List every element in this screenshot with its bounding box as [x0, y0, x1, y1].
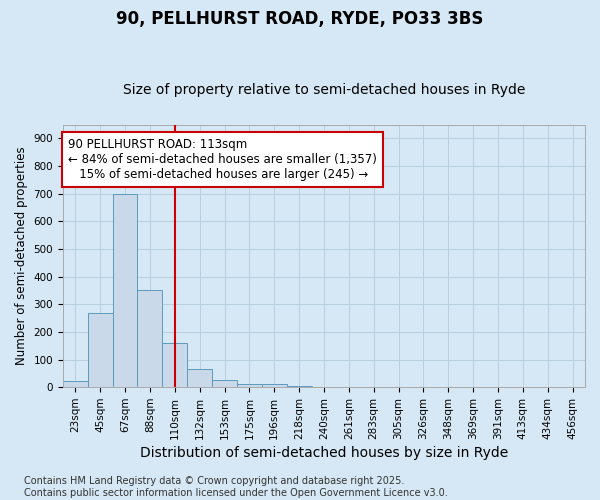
- Bar: [187, 369, 212, 387]
- Text: 90, PELLHURST ROAD, RYDE, PO33 3BS: 90, PELLHURST ROAD, RYDE, PO33 3BS: [116, 10, 484, 28]
- Bar: [237, 384, 262, 387]
- Bar: [63, 381, 88, 387]
- Title: Size of property relative to semi-detached houses in Ryde: Size of property relative to semi-detach…: [123, 83, 525, 97]
- Y-axis label: Number of semi-detached properties: Number of semi-detached properties: [15, 146, 28, 365]
- X-axis label: Distribution of semi-detached houses by size in Ryde: Distribution of semi-detached houses by …: [140, 446, 508, 460]
- Bar: [287, 386, 311, 387]
- Bar: [88, 312, 113, 387]
- Bar: [137, 290, 163, 387]
- Bar: [113, 194, 137, 387]
- Bar: [163, 343, 187, 387]
- Bar: [212, 380, 237, 387]
- Bar: [262, 384, 287, 387]
- Text: Contains HM Land Registry data © Crown copyright and database right 2025.
Contai: Contains HM Land Registry data © Crown c…: [24, 476, 448, 498]
- Text: 90 PELLHURST ROAD: 113sqm
← 84% of semi-detached houses are smaller (1,357)
   1: 90 PELLHURST ROAD: 113sqm ← 84% of semi-…: [68, 138, 377, 180]
